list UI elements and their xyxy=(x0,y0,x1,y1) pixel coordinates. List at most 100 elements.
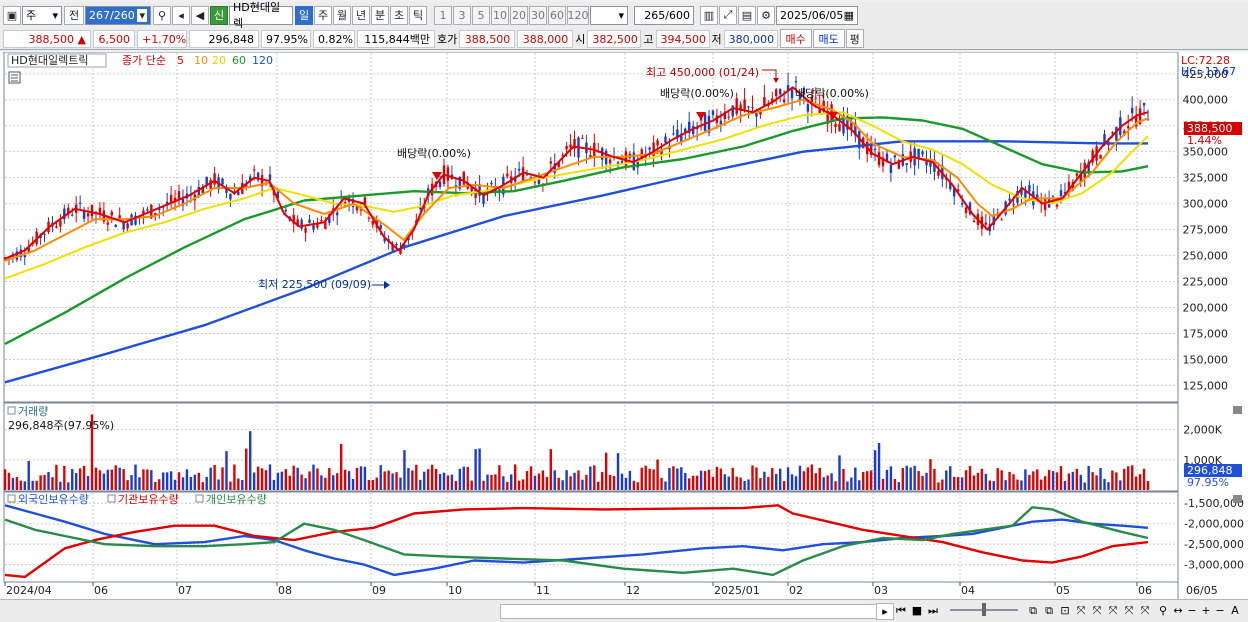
holding-close-icon[interactable] xyxy=(1233,495,1242,503)
period-day[interactable]: 일 xyxy=(295,5,313,25)
search-icon[interactable]: ⚲ xyxy=(153,5,171,25)
count-field[interactable]: 265/600 xyxy=(634,5,694,25)
candle-body xyxy=(992,214,995,225)
save-icon[interactable]: ▤ xyxy=(738,5,756,25)
candle-body xyxy=(759,111,762,115)
volume-bar xyxy=(739,477,742,490)
note-icon[interactable]: ⤧ xyxy=(1140,603,1150,617)
volume-bar xyxy=(597,481,600,490)
volume-bar xyxy=(636,482,640,490)
trend-icon[interactable]: ⤧ xyxy=(1092,603,1102,617)
candle-body xyxy=(71,214,74,216)
auto-scale-icon[interactable]: A xyxy=(1231,604,1239,617)
x-tick-label: 06 xyxy=(1138,584,1152,597)
move-icon[interactable]: ↔ xyxy=(1173,604,1183,617)
search-icon[interactable]: ⚲ xyxy=(1158,604,1168,617)
split-icon[interactable]: ⊡ xyxy=(1060,604,1070,617)
candle-type-icon[interactable]: ▥ xyxy=(700,5,718,25)
candle-body xyxy=(684,128,687,133)
volume-close-icon[interactable] xyxy=(1233,406,1242,414)
volume-bar xyxy=(1119,480,1122,490)
count-total: /600 xyxy=(665,8,690,22)
layout-icon[interactable]: ⧉ xyxy=(1029,603,1037,617)
chevron-down-icon: ▾ xyxy=(137,8,147,22)
new-badge[interactable]: 신 xyxy=(210,5,228,25)
volume-bar xyxy=(913,465,916,490)
hc-label: HC:-13.67 xyxy=(1181,65,1236,78)
candle-body xyxy=(43,233,46,235)
zoom-slider-handle[interactable] xyxy=(982,603,986,616)
nav-prev-icon[interactable]: ◀ xyxy=(191,5,209,25)
buy-button[interactable]: 매수 xyxy=(779,29,812,48)
scroll-track[interactable] xyxy=(500,604,878,619)
volume-bar xyxy=(850,477,853,490)
volume-bar xyxy=(786,467,790,490)
candle-body xyxy=(806,104,810,112)
interval-3[interactable]: 3 xyxy=(453,5,471,25)
period-year[interactable]: 년 xyxy=(352,5,370,25)
draw-tool-icon[interactable]: ⤢ xyxy=(719,5,737,25)
jump-first-icon[interactable]: ⏮ xyxy=(896,603,906,617)
interval-60[interactable]: 60 xyxy=(548,5,566,25)
period-month[interactable]: 월 xyxy=(333,5,351,25)
stock-name-field[interactable]: HD현대일렉 xyxy=(229,1,293,30)
chart-area[interactable]: 425,000400,000375,000350,000325,000300,0… xyxy=(0,52,1248,599)
shape-icon[interactable]: ⤧ xyxy=(1124,603,1134,617)
measure-icon[interactable]: ⤧ xyxy=(1108,603,1118,617)
candle-body xyxy=(268,174,272,181)
period-week[interactable]: 주 xyxy=(314,5,332,25)
interval-120[interactable]: 120 xyxy=(567,5,589,25)
custom-interval-select[interactable]: ▾ xyxy=(590,5,628,25)
stock-chart[interactable]: 425,000400,000375,000350,000325,000300,0… xyxy=(0,52,1248,599)
candle-body xyxy=(691,126,695,135)
eval-button[interactable]: 평 xyxy=(845,29,864,48)
zoom-out-icon[interactable]: − xyxy=(1187,604,1197,617)
period-tick[interactable]: 틱 xyxy=(409,5,427,25)
index-field[interactable]: 267/260 ▾ xyxy=(85,5,151,25)
holding-line-1 xyxy=(4,504,1149,579)
panel-toggle-icon[interactable]: ▣ xyxy=(3,5,21,25)
prev-button[interactable]: 전 xyxy=(64,5,84,25)
stop-icon[interactable]: ■ xyxy=(911,604,923,617)
interval-1[interactable]: 1 xyxy=(434,5,452,25)
gear-icon[interactable]: ⚙ xyxy=(757,5,775,25)
scroll-right-icon[interactable]: ▸ xyxy=(876,603,894,620)
volume-bar xyxy=(1067,473,1071,490)
interval-5[interactable]: 5 xyxy=(472,5,490,25)
candle-body xyxy=(549,161,552,164)
volume-bar xyxy=(751,465,754,490)
volume-bar xyxy=(407,468,410,490)
volume-bar xyxy=(747,479,750,490)
volume-bar xyxy=(513,464,517,490)
type-select[interactable]: 주 ▾ xyxy=(22,5,62,25)
candle-body xyxy=(355,206,359,211)
jump-last-icon[interactable]: ⏭ xyxy=(928,603,938,617)
candle-body xyxy=(573,138,576,149)
amount-value: 115,844백만 xyxy=(357,29,435,48)
candle-body xyxy=(755,109,758,117)
candle-body xyxy=(676,129,679,137)
interval-10[interactable]: 10 xyxy=(491,5,509,25)
sell-button[interactable]: 매도 xyxy=(812,29,845,48)
price-tick-label: 325,000 xyxy=(1183,172,1229,185)
volume-bar xyxy=(909,467,912,490)
interval-30[interactable]: 30 xyxy=(529,5,547,25)
date-field[interactable]: 2025/06/05 ▦ xyxy=(776,5,858,25)
sound-icon[interactable]: ◂ xyxy=(172,5,190,25)
copy-icon[interactable]: ⧉ xyxy=(1045,603,1053,617)
volume-bar xyxy=(280,471,284,490)
minus-icon[interactable]: − xyxy=(1215,604,1225,617)
volume-bar xyxy=(506,481,509,490)
candle-body xyxy=(937,171,940,176)
volume-bar xyxy=(438,474,442,490)
period-second[interactable]: 초 xyxy=(390,5,408,25)
candle-body xyxy=(419,206,422,210)
crosshair-icon[interactable]: ⤧ xyxy=(1076,603,1086,617)
candle-body xyxy=(889,164,893,173)
interval-20[interactable]: 20 xyxy=(510,5,528,25)
zoom-in-icon[interactable]: + xyxy=(1201,604,1211,617)
candle-body xyxy=(1024,190,1027,198)
ask-value: 388,000 xyxy=(517,29,574,48)
candle-body xyxy=(82,209,86,219)
period-minute[interactable]: 분 xyxy=(371,5,389,25)
